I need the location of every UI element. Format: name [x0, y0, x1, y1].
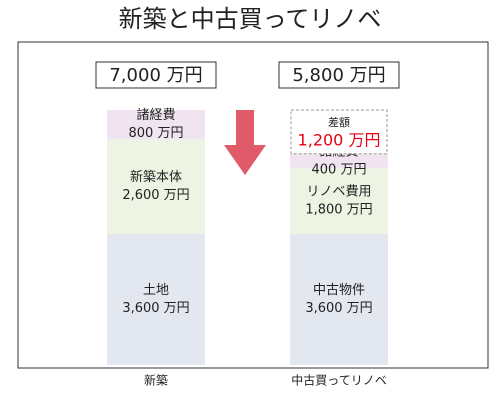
segment-name: 諸経費	[136, 107, 175, 123]
data-label: 800 万円	[129, 126, 184, 141]
segment-name: 新築本体	[130, 169, 182, 185]
segment	[290, 153, 388, 169]
segment-name: 中古物件	[313, 283, 365, 298]
segment	[290, 109, 388, 155]
data-label: 1,200 万円	[298, 130, 381, 149]
data-label: 400 万円	[312, 163, 367, 178]
total-label: 5,800 万円	[292, 65, 385, 86]
frame	[17, 41, 489, 369]
category-label: 中古買ってリノベ	[291, 373, 386, 388]
segment-name: 差額	[328, 115, 350, 129]
segment	[290, 168, 388, 234]
total-box	[95, 61, 217, 89]
arrow	[224, 110, 266, 175]
segment	[107, 139, 205, 234]
segment	[107, 233, 205, 365]
chart-title: 新築と中古買ってリノベ	[119, 5, 382, 33]
segment	[107, 110, 205, 140]
segment-name: 土地	[143, 283, 169, 298]
total-label: 7,000 万円	[109, 65, 202, 86]
data-label: 3,600 万円	[122, 301, 189, 316]
category-label: 新築	[144, 373, 168, 388]
segment-name: リノベ費用	[306, 185, 371, 200]
total-box	[278, 61, 400, 89]
data-label: 2,600 万円	[122, 188, 189, 203]
segment	[290, 233, 388, 365]
data-label: 3,600 万円	[305, 301, 372, 316]
data-label: 1,800 万円	[305, 203, 372, 218]
